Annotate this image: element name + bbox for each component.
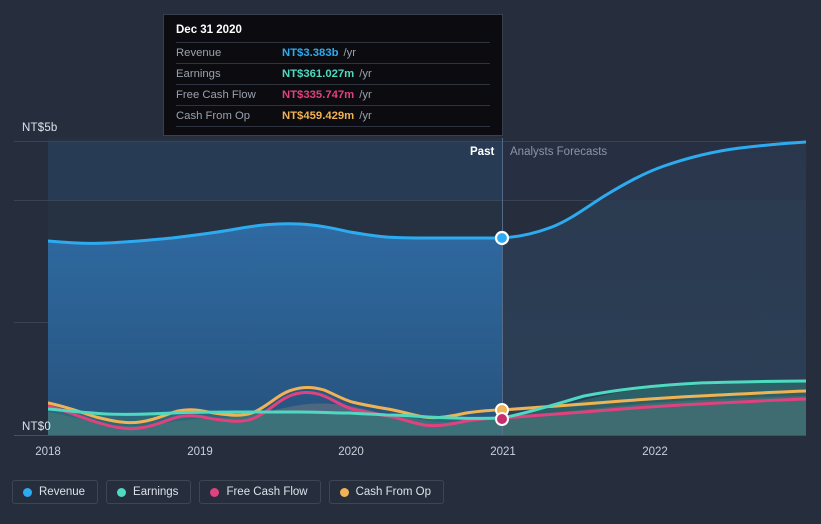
revenue-area-past	[48, 223, 502, 436]
y-axis-top-label: NT$5b	[22, 122, 58, 134]
tooltip-value-revenue: NT$3.383b	[282, 47, 339, 59]
legend-item-earnings[interactable]: Earnings	[106, 480, 192, 504]
y-axis-zero-label: NT$0	[22, 421, 51, 433]
tooltip-unit-cash-from-op: /yr	[359, 110, 372, 122]
tooltip-row-cash-from-op: Cash From Op NT$459.429m /yr	[176, 106, 490, 127]
tooltip-row-free-cash-flow: Free Cash Flow NT$335.747m /yr	[176, 85, 490, 106]
tooltip-row-revenue: Revenue NT$3.383b /yr	[176, 43, 490, 64]
tooltip-label-free-cash-flow: Free Cash Flow	[176, 89, 256, 101]
past-band-label: Past	[470, 146, 495, 158]
legend-dot-free-cash-flow-icon	[210, 487, 220, 497]
legend-label-cash-from-op: Cash From Op	[355, 486, 432, 498]
free-cash-flow-line	[48, 391, 806, 431]
revenue-area-forecast	[502, 142, 806, 436]
legend-label-free-cash-flow: Free Cash Flow	[226, 486, 308, 498]
tooltip-unit-free-cash-flow: /yr	[359, 89, 372, 101]
past-header-band	[48, 142, 502, 200]
forecast-band-label: Analysts Forecasts	[510, 146, 608, 158]
tooltip-title: Dec 31 2020	[176, 22, 490, 43]
x-axis-label-2022: 2022	[642, 446, 668, 458]
legend-dot-cash-from-op-icon	[339, 487, 349, 497]
x-axis-label-2018: 2018	[35, 446, 61, 458]
tooltip-label-cash-from-op: Cash From Op	[176, 110, 251, 122]
x-axis-labels: 2018 2019 2020 2021 2022	[0, 446, 821, 464]
tooltip-value-earnings: NT$361.027m	[282, 68, 355, 80]
earnings-line	[48, 379, 806, 420]
legend-item-revenue[interactable]: Revenue	[12, 480, 99, 504]
marker-free-cash-flow[interactable]	[495, 412, 509, 426]
tooltip-label-earnings: Earnings	[176, 68, 221, 80]
x-axis-label-2021: 2021	[490, 446, 516, 458]
data-point-tooltip: Dec 31 2020 Revenue NT$3.383b /yr Earnin…	[163, 14, 503, 136]
tooltip-value-cash-from-op: NT$459.429m	[282, 110, 355, 122]
tooltip-unit-revenue: /yr	[343, 47, 357, 59]
tooltip-row-earnings: Earnings NT$361.027m /yr	[176, 64, 490, 85]
chart-legend: Revenue Earnings Free Cash Flow Cash Fro…	[12, 480, 445, 504]
legend-item-free-cash-flow[interactable]: Free Cash Flow	[199, 480, 321, 504]
x-axis-label-2020: 2020	[338, 446, 364, 458]
revenue-line	[48, 140, 806, 245]
legend-label-revenue: Revenue	[39, 486, 86, 498]
legend-label-earnings: Earnings	[133, 486, 179, 498]
tooltip-value-free-cash-flow: NT$335.747m	[282, 89, 355, 101]
marker-revenue[interactable]	[494, 230, 510, 246]
past-band-highlight	[48, 138, 502, 436]
x-axis-label-2019: 2019	[187, 446, 213, 458]
legend-dot-earnings-icon	[117, 487, 127, 497]
highlight-markers[interactable]	[494, 230, 510, 426]
legend-dot-revenue-icon	[23, 487, 32, 497]
legend-item-cash-from-op[interactable]: Cash From Op	[328, 480, 445, 504]
tooltip-unit-earnings: /yr	[359, 68, 372, 80]
tooltip-label-revenue: Revenue	[176, 47, 222, 59]
